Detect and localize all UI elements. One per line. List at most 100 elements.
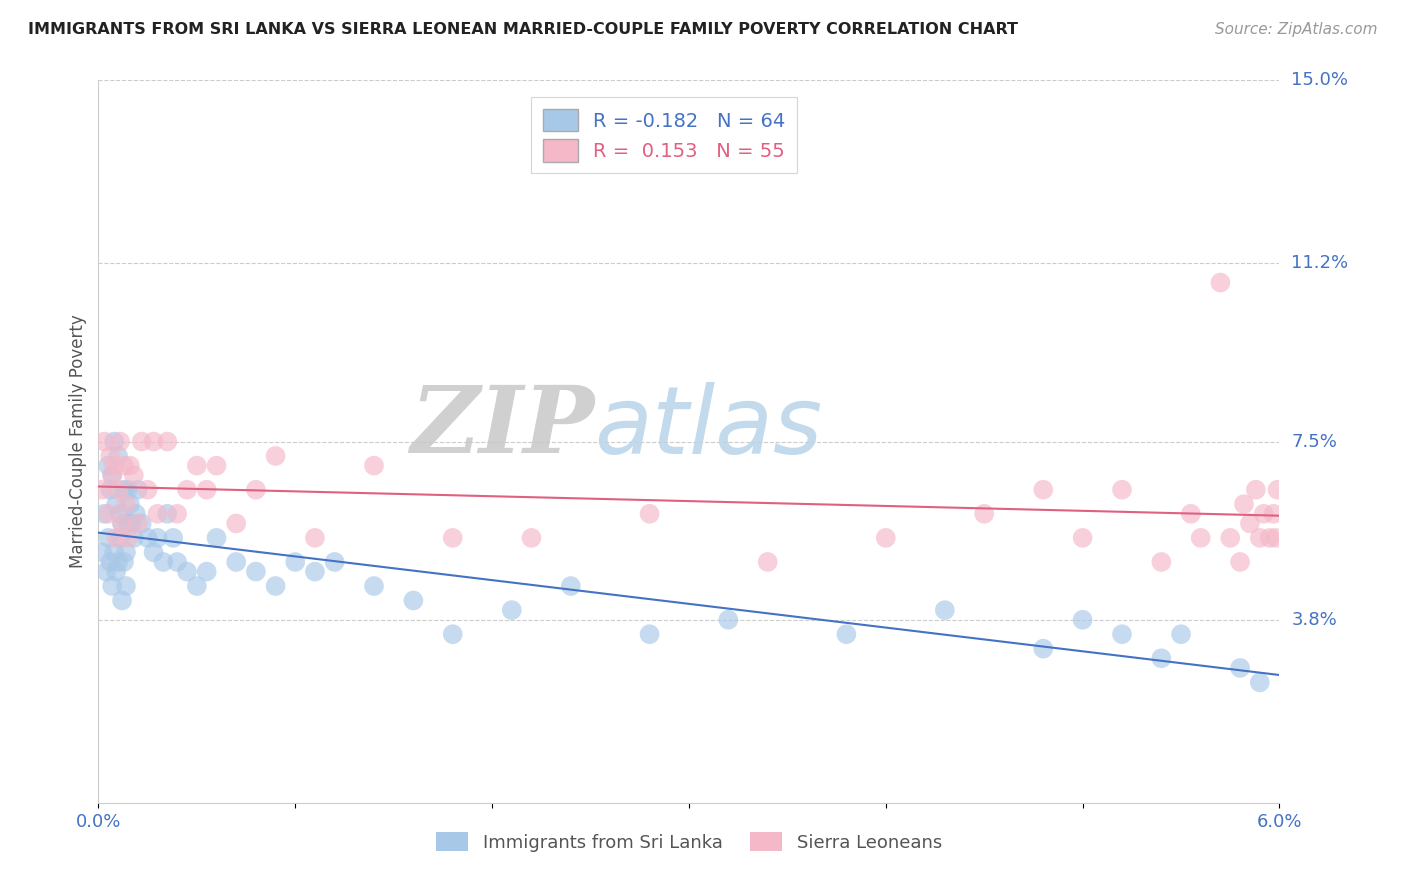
Text: 3.8%: 3.8% [1291, 611, 1337, 629]
Point [98, 483, 121, 497]
Point [125, 507, 148, 521]
Point [107, 555, 129, 569]
Point [91, 483, 114, 497]
Point [108, 507, 131, 521]
Point [131, 516, 153, 531]
Point [101, 468, 124, 483]
Text: 7.5%: 7.5% [1291, 433, 1337, 450]
Point [105, 531, 128, 545]
Point [166, 555, 188, 569]
Point [363, 579, 385, 593]
Point [264, 449, 287, 463]
Y-axis label: Married-Couple Family Poverty: Married-Couple Family Poverty [69, 315, 87, 568]
Point [97, 531, 120, 545]
Text: 15.0%: 15.0% [1291, 71, 1348, 89]
Point [107, 483, 129, 497]
Point [402, 593, 425, 607]
Point [1253, 507, 1275, 521]
Point [756, 555, 779, 569]
Point [103, 458, 125, 473]
Point [1229, 661, 1251, 675]
Point [245, 565, 267, 579]
Point [195, 483, 218, 497]
Point [121, 516, 143, 531]
Point [441, 531, 464, 545]
Point [162, 531, 184, 545]
Point [105, 565, 128, 579]
Point [875, 531, 897, 545]
Text: Source: ZipAtlas.com: Source: ZipAtlas.com [1215, 22, 1378, 37]
Point [122, 468, 145, 483]
Point [1258, 531, 1281, 545]
Point [98, 449, 121, 463]
Point [1170, 627, 1192, 641]
Point [91, 545, 114, 559]
Point [111, 516, 134, 531]
Point [118, 458, 141, 473]
Point [111, 516, 134, 531]
Point [112, 483, 135, 497]
Point [103, 545, 125, 559]
Point [96, 565, 118, 579]
Point [131, 434, 153, 449]
Point [1219, 531, 1241, 545]
Text: ZIP: ZIP [411, 382, 595, 472]
Point [205, 458, 228, 473]
Point [1032, 641, 1054, 656]
Point [1071, 531, 1094, 545]
Point [156, 507, 179, 521]
Point [105, 497, 128, 511]
Point [186, 458, 208, 473]
Point [115, 497, 138, 511]
Point [98, 555, 121, 569]
Point [117, 516, 139, 531]
Point [111, 593, 134, 607]
Text: IMMIGRANTS FROM SRI LANKA VS SIERRA LEONEAN MARRIED-COUPLE FAMILY POVERTY CORREL: IMMIGRANTS FROM SRI LANKA VS SIERRA LEON… [28, 22, 1018, 37]
Point [108, 531, 131, 545]
Point [136, 483, 159, 497]
Point [835, 627, 858, 641]
Point [717, 613, 740, 627]
Point [115, 545, 138, 559]
Point [115, 579, 138, 593]
Point [1209, 276, 1232, 290]
Point [117, 531, 139, 545]
Point [1244, 483, 1267, 497]
Point [152, 555, 174, 569]
Point [363, 458, 385, 473]
Legend: Immigrants from Sri Lanka, Sierra Leoneans: Immigrants from Sri Lanka, Sierra Leonea… [429, 825, 949, 859]
Point [225, 516, 247, 531]
Point [501, 603, 523, 617]
Point [1111, 627, 1133, 641]
Point [1229, 555, 1251, 569]
Point [1111, 483, 1133, 497]
Point [1263, 507, 1285, 521]
Point [1150, 651, 1173, 665]
Point [142, 545, 165, 559]
Point [1189, 531, 1212, 545]
Point [205, 531, 228, 545]
Point [93, 434, 115, 449]
Point [195, 565, 218, 579]
Point [1150, 555, 1173, 569]
Point [520, 531, 543, 545]
Point [1264, 531, 1286, 545]
Point [117, 483, 139, 497]
Point [441, 627, 464, 641]
Point [1180, 507, 1202, 521]
Point [323, 555, 346, 569]
Point [304, 531, 326, 545]
Point [97, 507, 120, 521]
Point [1032, 483, 1054, 497]
Point [186, 579, 208, 593]
Point [1233, 497, 1256, 511]
Point [225, 555, 247, 569]
Point [560, 579, 582, 593]
Point [1249, 675, 1271, 690]
Point [264, 579, 287, 593]
Point [97, 458, 120, 473]
Point [108, 434, 131, 449]
Point [146, 531, 169, 545]
Point [136, 531, 159, 545]
Text: atlas: atlas [595, 382, 823, 473]
